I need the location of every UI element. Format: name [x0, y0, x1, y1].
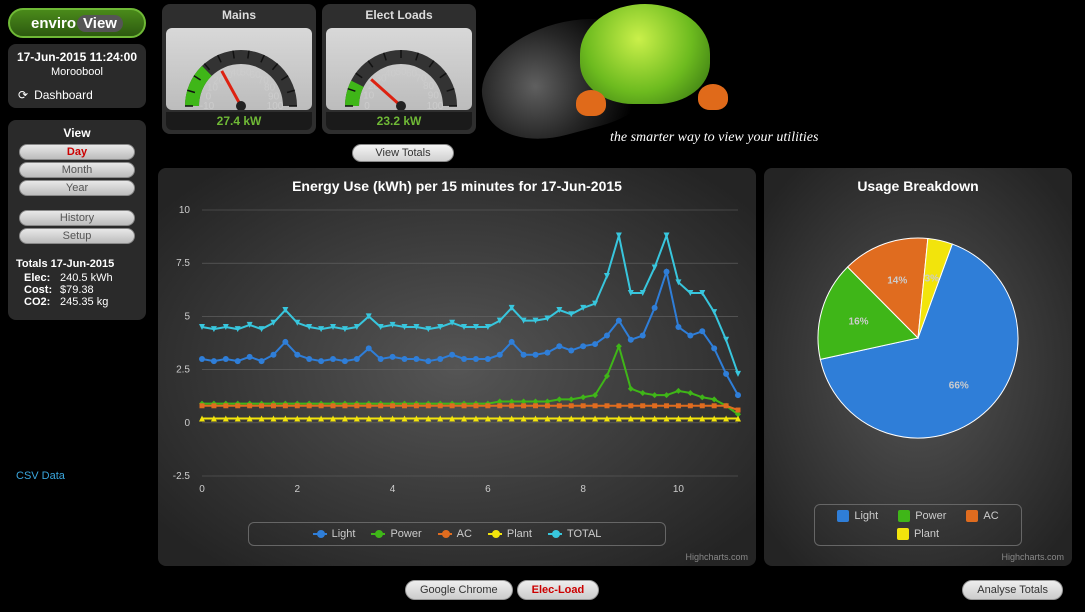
pie-chart-body[interactable]: 66% 16% 14% 3%	[774, 208, 1062, 468]
svg-text:16%: 16%	[849, 316, 869, 327]
svg-text:4: 4	[390, 484, 396, 495]
legend-item-total[interactable]: TOTAL	[548, 528, 601, 540]
totals-header: Totals 17-Jun-2015	[16, 258, 138, 270]
header-info: 17-Jun-2015 11:24:00 Moroobool ⟳ Dashboa…	[8, 44, 146, 108]
pie-legend-item-ac[interactable]: AC	[966, 510, 998, 522]
logo-text-right: View	[77, 15, 123, 32]
legend-item-light[interactable]: Light	[313, 528, 356, 540]
logo: enviro View	[8, 8, 146, 38]
svg-text:2.5: 2.5	[176, 365, 190, 376]
svg-text:14%: 14%	[887, 276, 907, 287]
usage-breakdown-panel: Usage Breakdown 66% 16% 14% 3% Light Power AC…	[764, 168, 1072, 566]
legend-item-power[interactable]: Power	[371, 528, 421, 540]
totals-row: Elec:240.5 kWh	[16, 272, 138, 284]
svg-text:10: 10	[363, 90, 375, 101]
svg-text:10: 10	[179, 205, 191, 216]
svg-text:7.5: 7.5	[176, 258, 190, 269]
timestamp: 17-Jun-2015 11:24:00	[12, 50, 142, 64]
highcharts-credit[interactable]: Highcharts.com	[1001, 552, 1064, 562]
energy-chart-legend: Light Power AC Plant TOTAL	[248, 522, 666, 546]
usage-breakdown-title: Usage Breakdown	[772, 178, 1064, 194]
energy-chart-title: Energy Use (kWh) per 15 minutes for 17-J…	[166, 178, 748, 194]
nav-button-setup[interactable]: Setup	[19, 228, 135, 244]
svg-text:-2.5: -2.5	[173, 471, 191, 482]
analyse-totals-button[interactable]: Analyse Totals	[962, 580, 1063, 600]
svg-text:100: 100	[427, 101, 444, 110]
bottom-button-google-chrome[interactable]: Google Chrome	[405, 580, 513, 600]
csv-data-link[interactable]: CSV Data	[8, 470, 146, 482]
gauges-row: Mains-10010203040506070809010027.4 kWEle…	[162, 4, 476, 134]
legend-item-plant[interactable]: Plant	[488, 528, 532, 540]
svg-text:10: 10	[673, 484, 685, 495]
range-button-month[interactable]: Month	[19, 162, 135, 178]
totals-block: Totals 17-Jun-2015 Elec:240.5 kWhCost:$7…	[12, 246, 142, 314]
dashboard-link[interactable]: ⟳ Dashboard	[12, 88, 142, 102]
logo-text-left: enviro	[31, 15, 76, 32]
brand-illustration: the smarter way to view your utilities	[480, 4, 840, 164]
svg-text:90: 90	[428, 90, 440, 101]
pie-legend-item-power[interactable]: Power	[898, 510, 946, 522]
totals-row: Cost:$79.38	[16, 284, 138, 296]
dashboard-icon: ⟳	[18, 88, 28, 102]
range-button-year[interactable]: Year	[19, 180, 135, 196]
frog-icon	[580, 4, 710, 104]
svg-text:100: 100	[267, 101, 284, 110]
legend-item-ac[interactable]: AC	[438, 528, 472, 540]
energy-chart-body[interactable]: -2.502.557.5100246810	[196, 204, 744, 496]
highcharts-credit[interactable]: Highcharts.com	[685, 552, 748, 562]
svg-text:5: 5	[184, 311, 190, 322]
pie-legend-item-plant[interactable]: Plant	[897, 528, 939, 540]
dashboard-label: Dashboard	[34, 88, 93, 102]
totals-row: CO2:245.35 kg	[16, 296, 138, 308]
bottom-button-row: Google ChromeElec-Load	[405, 580, 599, 600]
gauge-elect-loads: Elect Loads010203040506070809010023.2 kW	[322, 4, 476, 134]
location: Moroobool	[12, 66, 142, 78]
svg-text:2: 2	[295, 484, 301, 495]
gauge-mains: Mains-10010203040506070809010027.4 kW	[162, 4, 316, 134]
bottom-button-elec-load[interactable]: Elec-Load	[517, 580, 600, 600]
pie-chart-legend: Light Power AC Plant	[814, 504, 1022, 546]
frog-foot-icon	[576, 90, 606, 116]
frog-foot-icon	[698, 84, 728, 110]
view-panel-title: View	[12, 126, 142, 140]
svg-text:8: 8	[580, 484, 586, 495]
svg-text:3%: 3%	[925, 274, 940, 285]
pie-legend-item-light[interactable]: Light	[837, 510, 878, 522]
tagline: the smarter way to view your utilities	[610, 130, 818, 146]
svg-text:66%: 66%	[949, 381, 969, 392]
view-panel: View Day Month Year History Setup Totals 17…	[8, 120, 146, 320]
range-button-day[interactable]: Day	[19, 144, 135, 160]
energy-chart-panel: Energy Use (kWh) per 15 minutes for 17-J…	[158, 168, 756, 566]
view-totals-button[interactable]: View Totals	[352, 144, 454, 162]
svg-text:0: 0	[199, 484, 205, 495]
sidebar: enviro View 17-Jun-2015 11:24:00 Moroobo…	[8, 8, 146, 482]
svg-text:6: 6	[485, 484, 491, 495]
svg-text:0: 0	[364, 101, 370, 110]
nav-button-history[interactable]: History	[19, 210, 135, 226]
svg-text:0: 0	[184, 418, 190, 429]
